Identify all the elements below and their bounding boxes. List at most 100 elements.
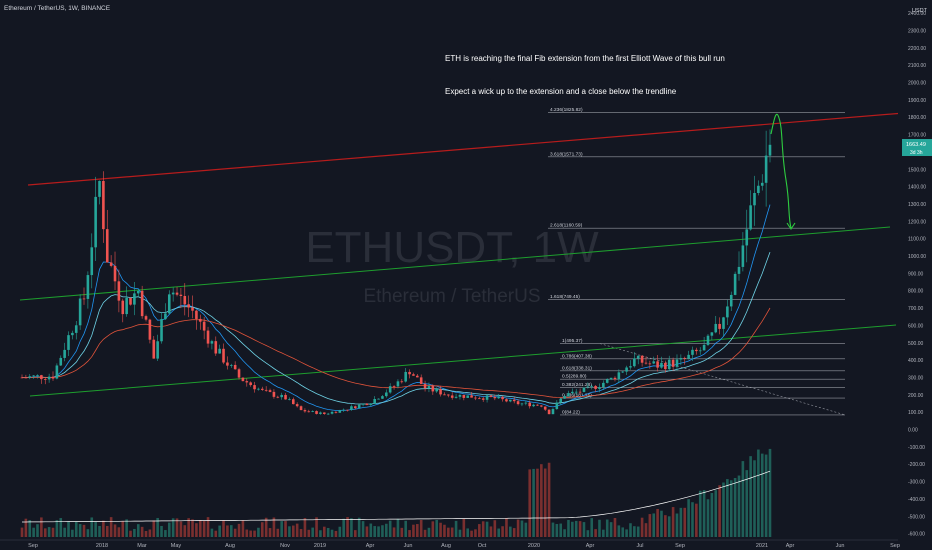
candle-body xyxy=(59,357,63,366)
candle-body xyxy=(125,297,128,315)
candle-body xyxy=(485,395,489,400)
volume-bar xyxy=(768,448,772,537)
ema-mid-line xyxy=(22,251,771,405)
projection-arrow[interactable] xyxy=(770,113,796,230)
candle-body xyxy=(214,341,218,354)
candle-body xyxy=(466,395,469,398)
candle-body xyxy=(609,377,613,380)
candle-body xyxy=(629,366,632,368)
volume-bar xyxy=(524,522,528,537)
time-tick-label: 2021 xyxy=(756,543,768,549)
candle-body xyxy=(20,377,24,379)
candle-body xyxy=(330,411,334,414)
volume-bar xyxy=(113,524,117,537)
volume-bar xyxy=(729,480,733,537)
volume-bar xyxy=(55,520,59,537)
volume-bar xyxy=(144,530,148,537)
volume-bar xyxy=(253,530,256,537)
volume-bar xyxy=(67,521,70,537)
candle-body xyxy=(675,359,679,367)
annotation-line-1[interactable]: ETH is reaching the final Fib extension … xyxy=(445,54,725,63)
volume-bar xyxy=(20,527,24,537)
volume-bar xyxy=(462,518,466,537)
candle-body xyxy=(381,396,384,399)
candle-body xyxy=(478,398,481,400)
volume-bar xyxy=(551,522,555,537)
candle-body xyxy=(419,377,423,384)
volume-bar xyxy=(74,521,78,537)
candle-body xyxy=(447,394,450,396)
volume-bar xyxy=(427,527,431,537)
volume-bar xyxy=(660,510,663,537)
candle-body xyxy=(187,304,190,308)
price-tick-label: 1300.00 xyxy=(908,202,926,208)
candle-body xyxy=(458,394,462,397)
volume-bar xyxy=(416,524,419,537)
candle-body xyxy=(648,363,652,365)
volume-bar xyxy=(160,525,163,537)
volume-bar xyxy=(439,522,442,537)
candle-body xyxy=(509,399,512,402)
green-upper-trendline[interactable] xyxy=(19,226,891,301)
volume-bar xyxy=(175,518,179,537)
annotation-line-2[interactable]: Expect a wick up to the extension and a … xyxy=(445,87,677,96)
candle-body xyxy=(559,398,563,403)
volume-bar xyxy=(528,469,532,537)
red-resistance-trendline[interactable] xyxy=(27,112,905,186)
price-tick-label: 800.00 xyxy=(908,289,924,295)
candle-body xyxy=(396,381,400,387)
candle-body xyxy=(528,402,532,407)
symbol-header[interactable]: Ethereum / TetherUS, 1W, BINANCE xyxy=(4,5,111,12)
volume-bar xyxy=(24,518,28,537)
candle-body xyxy=(621,371,625,373)
projection-arrow-head xyxy=(786,222,796,230)
volume-bar xyxy=(307,529,311,537)
volume-bar xyxy=(229,525,233,537)
candle-body xyxy=(443,394,446,396)
candle-body xyxy=(439,389,442,395)
volume-bar xyxy=(40,517,43,537)
candle-body xyxy=(741,245,745,267)
candle-body xyxy=(241,377,245,382)
last-price-label: 1663.49 xyxy=(906,142,926,148)
candle-body xyxy=(129,297,132,305)
volume-bar xyxy=(47,527,51,537)
candle-body xyxy=(133,293,136,305)
time-tick-label: May xyxy=(171,543,182,549)
candle-body xyxy=(547,409,551,415)
candle-body xyxy=(55,365,59,379)
time-axis[interactable]: Sep 2018 Mar May Aug Nov 2019 Apr Jun Aug Oct 2020 A… xyxy=(28,543,900,549)
candle-body xyxy=(644,362,648,364)
candle-body xyxy=(702,344,706,351)
volume-bar xyxy=(629,523,632,537)
volume-bar xyxy=(280,521,283,537)
time-tick-label: Aug xyxy=(225,543,235,549)
volume-bar xyxy=(133,528,136,537)
volume-bar xyxy=(148,529,152,537)
candle-body xyxy=(222,348,225,363)
volume-bar xyxy=(536,468,539,537)
price-tick-label: 900.00 xyxy=(908,271,924,277)
time-tick-label: Aug xyxy=(441,543,451,549)
candle-body xyxy=(664,362,667,370)
volume-bar xyxy=(443,524,446,537)
volume-bar xyxy=(753,460,756,537)
volume-bar xyxy=(198,520,202,537)
volume-bar xyxy=(586,530,590,537)
volume-bar xyxy=(404,520,407,537)
candle-body xyxy=(226,362,229,366)
price-tick-label: 2000.00 xyxy=(908,81,926,87)
candle-body xyxy=(315,411,318,414)
volume-bar xyxy=(664,515,667,537)
price-tick-label: 500.00 xyxy=(908,341,924,347)
price-tick-label: 2100.00 xyxy=(908,63,926,69)
candle-body xyxy=(431,385,435,392)
candle-body xyxy=(183,296,187,305)
volume-bar xyxy=(202,520,206,537)
candle-body xyxy=(342,409,345,411)
candle-body xyxy=(388,386,392,393)
projection-arrow-path[interactable] xyxy=(770,113,792,229)
fib-extension-tool[interactable]: 4.236(1825.82) 3.618(1571.73) 2.618(1160.5… xyxy=(548,107,846,415)
volume-bar xyxy=(51,527,55,537)
